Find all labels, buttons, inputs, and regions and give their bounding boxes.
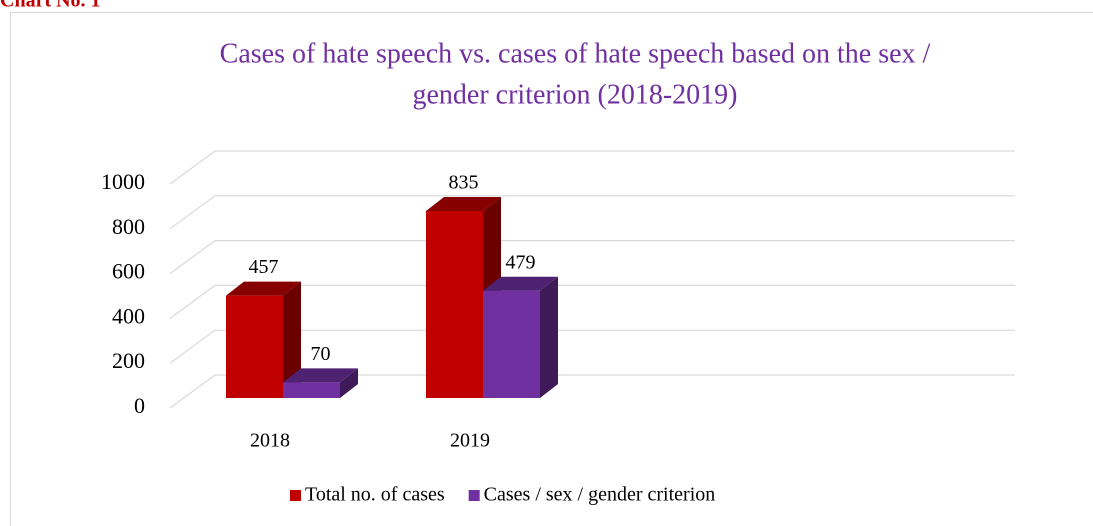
bar-top	[283, 368, 358, 383]
data-label: 835	[449, 172, 479, 194]
bar	[283, 368, 358, 398]
bar-side	[540, 276, 558, 398]
bar-top	[483, 276, 558, 291]
bar-front	[483, 290, 540, 398]
grid-line	[169, 284, 1015, 319]
y-tick-label: 1000	[101, 169, 145, 194]
bar-side	[283, 281, 301, 398]
bar-front	[426, 210, 483, 398]
chart-frame	[10, 12, 1093, 526]
y-tick-label: 800	[112, 214, 145, 239]
bar-front	[226, 295, 283, 398]
legend-swatch	[290, 490, 301, 501]
bar	[226, 281, 301, 398]
data-label: 457	[249, 256, 279, 278]
bar-side	[340, 368, 358, 398]
heading: Chart No. 1	[0, 0, 101, 12]
legend-label: Cases / sex / gender criterion	[484, 484, 716, 506]
data-label: 479	[506, 251, 536, 273]
y-tick-label: 200	[112, 348, 145, 373]
grid-line	[169, 150, 1015, 185]
y-tick-label: 600	[112, 259, 145, 284]
x-tick-label: 2018	[250, 430, 290, 452]
grid-line	[169, 195, 1015, 230]
legend-swatch	[468, 490, 480, 501]
chart-title: Cases of hate speech vs. cases of hate s…	[220, 38, 931, 69]
x-tick-label: 2019	[450, 430, 490, 452]
bar-top	[426, 196, 501, 211]
legend-label: Total no. of cases	[305, 484, 445, 506]
grid-line	[169, 374, 1015, 409]
chart-title: gender criterion (2018-2019)	[413, 79, 738, 110]
y-tick-label: 400	[112, 303, 145, 328]
bar-top	[226, 281, 301, 296]
grid-line	[169, 240, 1015, 275]
data-label: 70	[311, 343, 331, 365]
bar-front	[283, 382, 340, 398]
bar	[483, 276, 558, 398]
grid-line	[169, 329, 1015, 364]
y-tick-label: 0	[134, 393, 145, 418]
